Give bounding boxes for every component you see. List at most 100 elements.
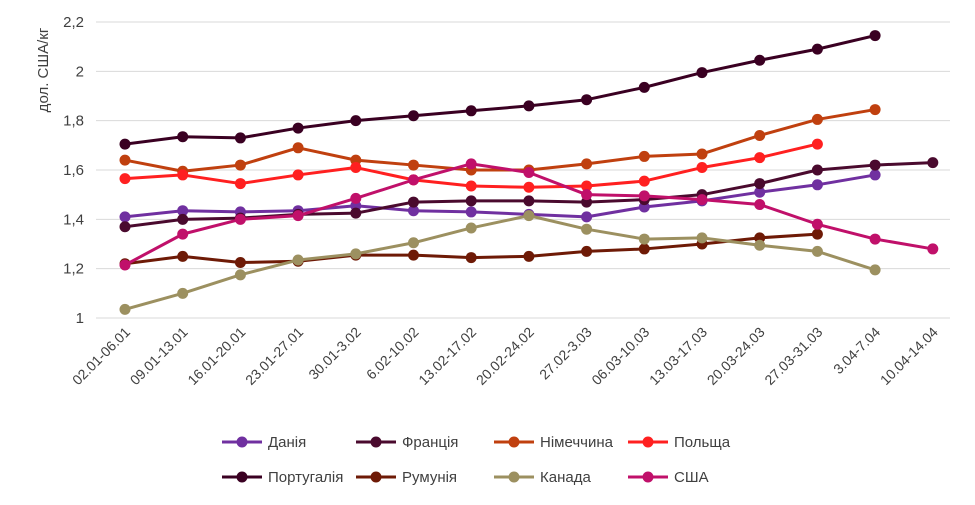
legend-label: Франція [402, 434, 458, 451]
data-point [696, 148, 708, 160]
data-point [696, 194, 708, 206]
legend-item: Португалія [222, 469, 343, 486]
legend-label: Португалія [268, 469, 343, 486]
data-point [581, 211, 593, 223]
x-tick-label: 23.01-27.01 [242, 324, 306, 388]
data-point [869, 169, 881, 181]
data-point [523, 210, 535, 222]
data-point [350, 115, 362, 127]
data-point [754, 54, 766, 66]
data-point [177, 250, 189, 262]
data-point [869, 30, 881, 42]
data-point [754, 178, 766, 190]
data-point [177, 228, 189, 240]
x-tick-label: 13.03-17.03 [646, 324, 710, 388]
data-point [465, 252, 477, 264]
data-point [234, 257, 246, 268]
x-tick-label: 20.02-24.02 [473, 324, 537, 388]
y-tick-label: 2 [76, 63, 84, 80]
x-tick-label: 3.04-7.04 [830, 324, 883, 377]
data-point [696, 162, 708, 174]
data-point [119, 154, 131, 166]
data-point [811, 164, 823, 176]
x-tick-label: 27.02-3.03 [536, 324, 595, 383]
x-axis-ticks: 02.01-06.0109.01-13.0116.01-20.0123.01-2… [69, 324, 941, 388]
series-line [124, 34, 876, 146]
series-Німеччина [119, 104, 881, 177]
data-point [638, 81, 650, 93]
x-tick-label: 06.03-10.03 [588, 324, 652, 388]
data-point [581, 245, 593, 257]
data-point [119, 138, 131, 150]
legend-item: Польща [628, 434, 731, 451]
y-tick-label: 1 [76, 310, 84, 327]
data-point [177, 213, 189, 225]
data-point [581, 180, 593, 192]
data-point [234, 178, 246, 190]
data-point [465, 105, 477, 117]
data-point [408, 159, 419, 171]
legend-swatch-marker [508, 436, 520, 448]
data-point [177, 169, 189, 181]
data-point [465, 206, 477, 218]
data-point [927, 243, 939, 255]
x-tick-label: 02.01-06.01 [69, 324, 133, 388]
data-point [523, 195, 535, 207]
data-point [177, 287, 189, 299]
x-tick-label: 16.01-20.01 [184, 324, 248, 388]
data-point [234, 159, 246, 171]
y-tick-label: 1,4 [63, 211, 84, 228]
x-tick-label: 30.01-3.02 [305, 324, 364, 383]
x-tick-label: 10.04-14.04 [877, 324, 941, 388]
data-point [869, 264, 881, 276]
data-point [350, 162, 362, 174]
data-point [292, 254, 304, 266]
data-point [811, 245, 823, 257]
x-tick-label: 13.02-17.02 [415, 324, 479, 388]
data-point [869, 159, 881, 171]
series-Португалія [119, 30, 881, 150]
data-point [581, 223, 593, 235]
legend-item: Франція [356, 434, 458, 451]
y-axis-ticks: 1 1,2 1,4 1,6 1,8 2 2,2 [63, 14, 84, 327]
data-point [350, 207, 362, 219]
data-point [638, 233, 650, 245]
data-point [292, 169, 304, 181]
series-Польща [119, 138, 823, 193]
data-point [927, 157, 939, 169]
data-point [811, 228, 823, 240]
x-tick-label: 20.03-24.03 [704, 324, 768, 388]
data-point [177, 205, 189, 217]
legend-item: Румунія [356, 469, 457, 486]
data-point [754, 199, 766, 211]
data-point [119, 221, 131, 233]
data-point [408, 205, 419, 217]
series-line [124, 108, 876, 173]
data-point [119, 211, 131, 223]
series-Данія [119, 169, 881, 223]
data-point [581, 189, 593, 201]
data-point [811, 43, 823, 55]
x-tick-label: 27.03-31.03 [761, 324, 825, 388]
series-line [124, 173, 876, 219]
data-point [638, 190, 650, 202]
data-point [523, 166, 535, 178]
y-axis-title: дол. США/кг [35, 27, 52, 112]
data-point [465, 195, 477, 207]
legend-label: Канада [540, 469, 591, 486]
series-Румунія [119, 228, 823, 270]
legend-item: Канада [494, 469, 591, 486]
legend-swatch-marker [370, 471, 382, 483]
data-point [754, 129, 766, 141]
legend: Данія Франція Німеччина Польща Португалія Рум… [222, 434, 731, 486]
data-point [869, 104, 881, 116]
legend-item: Німеччина [494, 434, 614, 451]
data-point [754, 239, 766, 251]
data-point [523, 250, 535, 262]
data-point [581, 158, 593, 170]
data-point [408, 237, 419, 249]
data-point [523, 181, 535, 193]
data-point [350, 248, 362, 260]
